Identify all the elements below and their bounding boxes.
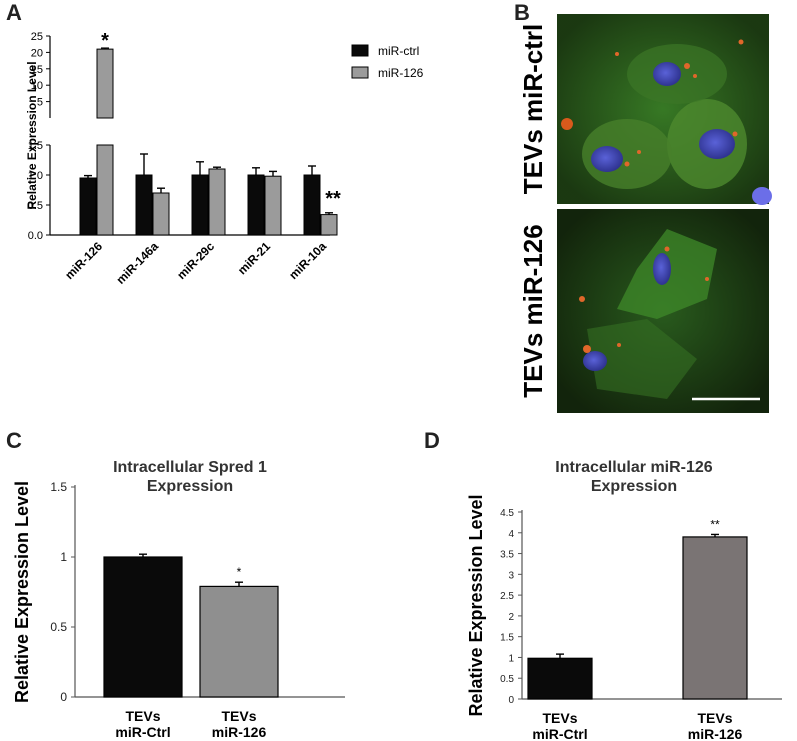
category-label-line1: TEVs — [542, 710, 577, 726]
tick-label-a-upper: 20 — [31, 47, 43, 59]
tick-label-a-upper: 10 — [31, 80, 43, 92]
bar — [527, 657, 593, 700]
chart-a: 0.0 0.5 1.0 1.5 5 10 15 20 25 Relative Expression… — [25, 30, 424, 287]
category-label-line2: miR-Ctrl — [115, 724, 170, 740]
category-label-line1: TEVs — [125, 708, 160, 724]
tick-label-a-lower: 0.0 — [28, 230, 43, 242]
y-tick-label: 0 — [508, 695, 514, 706]
y-tick-label: 1.5 — [50, 480, 67, 494]
bar — [682, 536, 748, 700]
bar-a — [191, 174, 209, 236]
bar-a — [152, 192, 170, 236]
micro-label-top: TEVs miR-ctrl — [518, 23, 548, 195]
micrograph-top — [557, 14, 772, 205]
category-label-line2: miR-126 — [212, 724, 267, 740]
significance-marker: * — [237, 565, 242, 579]
y-tick-label: 3 — [508, 570, 514, 581]
y-tick-label: 0.5 — [500, 674, 514, 685]
bar-a — [247, 174, 265, 236]
category-label-line2: miR-Ctrl — [532, 726, 587, 741]
bar-a — [303, 174, 321, 236]
legend-label-a: miR-ctrl — [378, 44, 419, 58]
category-label-a: miR-21 — [235, 239, 273, 277]
panel-letter-b: B — [514, 0, 530, 25]
tick-label-a-lower: 1.0 — [28, 170, 43, 182]
chart-c: Intracellular Spred 1 Expression 0 0.5 1 1.5 R… — [12, 459, 345, 740]
micro-label-bottom: TEVs miR-126 — [518, 224, 548, 398]
tick-label-a-upper: 15 — [31, 64, 43, 76]
y-tick-label: 2.5 — [500, 591, 514, 602]
tick-label-a-lower: 1.5 — [28, 140, 43, 152]
panel-letter-d: D — [424, 428, 440, 453]
bar — [199, 585, 279, 698]
category-label-a: miR-29c — [174, 239, 217, 282]
significance-marker: ** — [710, 517, 720, 531]
category-label-line1: TEVs — [697, 710, 732, 726]
y-tick-label: 0.5 — [50, 620, 67, 634]
legend-label-a: miR-126 — [378, 66, 424, 80]
chart-title: Intracellular Spred 1 — [113, 459, 267, 476]
y-axis-label-a: Relative Expression Level — [25, 61, 39, 209]
category-label-a: miR-146a — [113, 239, 161, 287]
category-label-a: miR-10a — [286, 239, 329, 282]
y-tick-label: 3.5 — [500, 550, 514, 561]
y-tick-label: 4.5 — [500, 508, 514, 519]
bar-a-lower — [96, 144, 114, 236]
category-label-a: miR-126 — [62, 239, 105, 282]
tick-label-a-upper: 25 — [31, 31, 43, 43]
bar-a — [79, 177, 97, 236]
y-tick-label: 0 — [60, 690, 67, 704]
bar-a — [208, 168, 226, 236]
chart-d: Intracellular miR-126 Expression 0 0.5 1 1.5 2… — [466, 459, 782, 741]
chart-title: Intracellular miR-126 — [555, 459, 713, 476]
chart-title-line2: Expression — [147, 478, 233, 495]
annotation-a-2: ** — [325, 188, 341, 210]
legend-swatch-a — [351, 44, 369, 57]
legend-swatch-a — [351, 66, 369, 79]
bar-a — [264, 175, 282, 236]
panel-letter-a: A — [6, 0, 22, 25]
y-tick-label: 2 — [508, 612, 514, 623]
y-axis-label: Relative Expression Level — [466, 494, 486, 716]
tick-label-a-lower: 0.5 — [28, 200, 43, 212]
y-tick-label: 4 — [508, 529, 514, 540]
micrograph-bottom — [557, 209, 769, 413]
panel-letter-c: C — [6, 428, 22, 453]
y-tick-label: 1.5 — [500, 633, 514, 644]
annotation-a-1: * — [101, 30, 109, 52]
y-axis-label: Relative Expression Level — [12, 481, 32, 703]
bar-a — [96, 48, 114, 119]
category-label-line1: TEVs — [221, 708, 256, 724]
tick-label-a-upper: 5 — [37, 97, 43, 109]
chart-title-line2: Expression — [591, 478, 677, 495]
bar — [103, 556, 183, 698]
y-tick-label: 1 — [508, 653, 514, 664]
bar-a — [320, 214, 338, 236]
category-label-line2: miR-126 — [688, 726, 743, 741]
y-tick-label: 1 — [60, 550, 67, 564]
bar-a — [135, 174, 153, 236]
